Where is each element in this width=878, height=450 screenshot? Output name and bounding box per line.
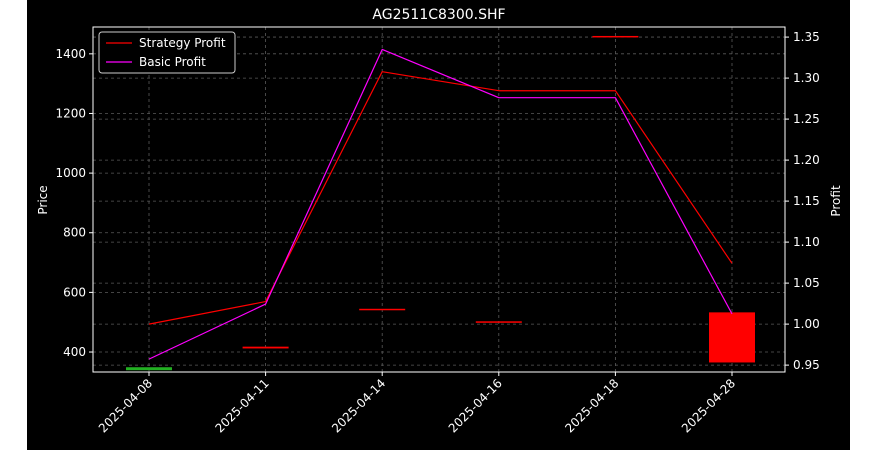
right-tick-label-1-10: 1.10 [793, 235, 820, 249]
legend-box [98, 31, 236, 74]
candle-2025-04-28 [709, 312, 755, 363]
left-tick-label-800: 800 [63, 226, 86, 240]
figure-background [27, 0, 850, 450]
candle-2025-04-16 [475, 321, 522, 323]
right-tick-label-1-30: 1.30 [793, 71, 820, 85]
right-tick-label-1-15: 1.15 [793, 194, 820, 208]
right-tick-label-1-00: 1.00 [793, 317, 820, 331]
legend: Strategy Profit Basic Profit [98, 31, 236, 74]
series-line-strategy-profit [148, 71, 733, 325]
right-y-axis: 0.95 1.00 1.05 1.10 1.15 1.20 1.25 1.30 1.35 [785, 30, 820, 372]
left-axis-label: Price [36, 185, 50, 214]
candle-2025-04-11 [242, 346, 289, 349]
right-tick-label-1-05: 1.05 [793, 276, 820, 290]
left-tick-label-1000: 1000 [55, 166, 86, 180]
lines-layer [148, 48, 733, 360]
series-line-basic-profit [148, 48, 733, 360]
legend-label-basic-profit: Basic Profit [139, 55, 206, 69]
right-tick-label-1-20: 1.20 [793, 153, 820, 167]
plot-frame [92, 26, 786, 373]
candles-layer [126, 35, 755, 371]
candle-2025-04-18 [592, 35, 639, 38]
left-tick-label-600: 600 [63, 285, 86, 299]
right-tick-label-1-25: 1.25 [793, 112, 820, 126]
legend-label-strategy-profit: Strategy Profit [139, 36, 226, 50]
left-tick-label-400: 400 [63, 345, 86, 359]
chart-title: AG2511C8300.SHF [372, 7, 505, 23]
left-tick-label-1400: 1400 [55, 47, 86, 61]
left-tick-label-1200: 1200 [55, 106, 86, 120]
right-tick-label-0-95: 0.95 [793, 358, 820, 372]
right-tick-label-1-35: 1.35 [793, 30, 820, 44]
left-y-axis: 400 600 800 1000 1200 1400 [55, 47, 93, 359]
candle-2025-04-08 [126, 367, 172, 371]
candle-2025-04-14 [359, 308, 406, 311]
right-axis-label: Profit [829, 185, 843, 217]
